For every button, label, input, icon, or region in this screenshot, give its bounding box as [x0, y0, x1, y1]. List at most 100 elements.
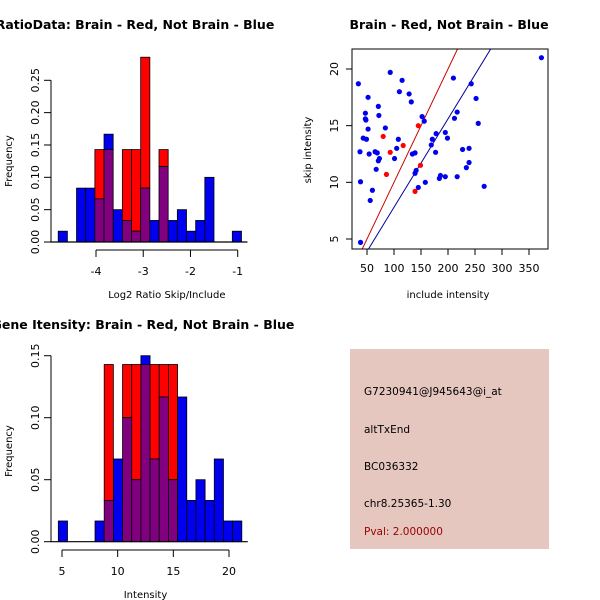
- y-tick-label: 0.15: [29, 343, 42, 368]
- not-brain-point: [394, 145, 400, 151]
- x-tick-label: -4: [91, 265, 102, 278]
- x-tick-label: 250: [465, 262, 486, 275]
- not-brain-bar: [204, 500, 215, 543]
- not-brain-bar: [85, 187, 96, 243]
- pval-text: Pval: 2.000000: [364, 526, 443, 538]
- x-tick-label: 20: [222, 565, 236, 578]
- y-tick-label: 0.05: [29, 467, 42, 492]
- not-brain-point: [454, 174, 460, 180]
- not-brain-bar: [103, 133, 114, 150]
- brain-point: [415, 123, 421, 129]
- overlap-bar: [149, 458, 160, 543]
- not-brain-point: [454, 109, 460, 115]
- overlap-bar: [131, 479, 142, 543]
- not-brain-point: [415, 184, 421, 191]
- not-brain-point: [373, 166, 379, 172]
- not-brain-bar: [223, 520, 234, 543]
- chart-title: Brain - Red, Not Brain - Blue: [349, 17, 548, 32]
- brain-bar: [103, 364, 114, 501]
- brain-point: [380, 133, 386, 140]
- not-brain-point: [481, 183, 487, 189]
- overlap-bar: [103, 500, 114, 543]
- not-brain-bar: [112, 209, 123, 243]
- brain-bar: [94, 149, 105, 200]
- not-brain-point: [468, 81, 474, 87]
- not-brain-point: [421, 118, 427, 124]
- not-brain-point: [432, 149, 439, 155]
- not-brain-bar: [140, 355, 151, 365]
- not-brain-fit-line: [367, 49, 492, 249]
- not-brain-point: [433, 131, 439, 137]
- overlap-bar: [94, 198, 105, 243]
- not-brain-point: [475, 120, 481, 126]
- intensity-scatter-chart: Brain - Red, Not Brain - Blue include int…: [303, 17, 549, 301]
- info-panel: G7230941@J945643@i_at altTxEnd BC036332 …: [350, 349, 549, 549]
- not-brain-point: [376, 112, 382, 119]
- x-tick-label: 200: [438, 262, 459, 275]
- not-brain-point: [406, 91, 412, 97]
- not-brain-bar: [195, 220, 206, 243]
- not-brain-point: [365, 126, 371, 132]
- not-brain-bar: [167, 220, 178, 243]
- not-brain-point: [437, 172, 444, 179]
- x-tick-label: 15: [166, 565, 180, 578]
- brain-point: [417, 162, 424, 168]
- y-tick-label: 10: [328, 175, 341, 189]
- not-brain-bar: [149, 220, 160, 243]
- not-brain-point: [422, 179, 428, 185]
- overlap-bar: [168, 479, 178, 543]
- not-brain-point: [395, 136, 401, 142]
- accession-text: BC036332: [364, 461, 419, 473]
- y-tick-label: 0.10: [29, 165, 42, 190]
- x-tick-label: 10: [111, 565, 125, 578]
- y-axis-label: skip intensity: [303, 117, 314, 184]
- not-brain-bar: [94, 520, 105, 543]
- not-brain-point: [357, 239, 364, 245]
- brain-bar: [140, 56, 151, 189]
- not-brain-point: [442, 174, 448, 180]
- probe-id-text: G7230941@J945643@i_at: [364, 386, 502, 398]
- not-brain-point: [473, 95, 479, 102]
- not-brain-bar: [177, 396, 188, 543]
- x-tick-label: -3: [138, 265, 149, 278]
- x-tick-label: -2: [185, 265, 196, 278]
- x-axis-label: include intensity: [407, 290, 490, 301]
- not-brain-bar: [57, 230, 68, 243]
- not-brain-point: [429, 136, 435, 142]
- y-tick-label: 0.15: [29, 133, 42, 158]
- brain-bar: [168, 364, 178, 481]
- not-brain-point: [367, 197, 373, 204]
- not-brain-bar: [186, 230, 197, 243]
- not-brain-bar: [186, 500, 197, 543]
- x-axis-label: Intensity: [124, 590, 168, 600]
- x-tick-label: 300: [492, 262, 513, 275]
- not-brain-point: [357, 179, 364, 185]
- not-brain-point: [419, 114, 425, 120]
- y-tick-label: 0.05: [29, 197, 42, 222]
- brain-point: [383, 171, 390, 177]
- x-tick-label: 150: [411, 262, 432, 275]
- brain-point: [412, 188, 418, 194]
- not-brain-bar: [112, 458, 123, 543]
- y-tick-label: 20: [328, 62, 341, 76]
- overlap-bar: [140, 187, 151, 243]
- event-type-text: altTxEnd: [364, 424, 411, 436]
- not-brain-point: [408, 99, 414, 105]
- not-brain-point: [357, 149, 363, 155]
- overlap-bar: [158, 166, 169, 243]
- not-brain-bar: [231, 230, 242, 243]
- brain-bar: [131, 364, 142, 481]
- not-brain-point: [355, 81, 361, 87]
- not-brain-point: [396, 89, 402, 95]
- not-brain-point: [363, 117, 369, 123]
- x-axis-label: Log2 Ratio Skip/Include: [108, 290, 225, 301]
- plot-frame: [351, 48, 549, 250]
- not-brain-bar: [195, 479, 206, 543]
- brain-bar: [121, 149, 132, 221]
- not-brain-point: [428, 142, 434, 148]
- x-tick-label: -1: [232, 265, 243, 278]
- y-tick-label: 0.25: [29, 68, 42, 93]
- brain-point: [400, 142, 406, 149]
- not-brain-point: [412, 150, 418, 156]
